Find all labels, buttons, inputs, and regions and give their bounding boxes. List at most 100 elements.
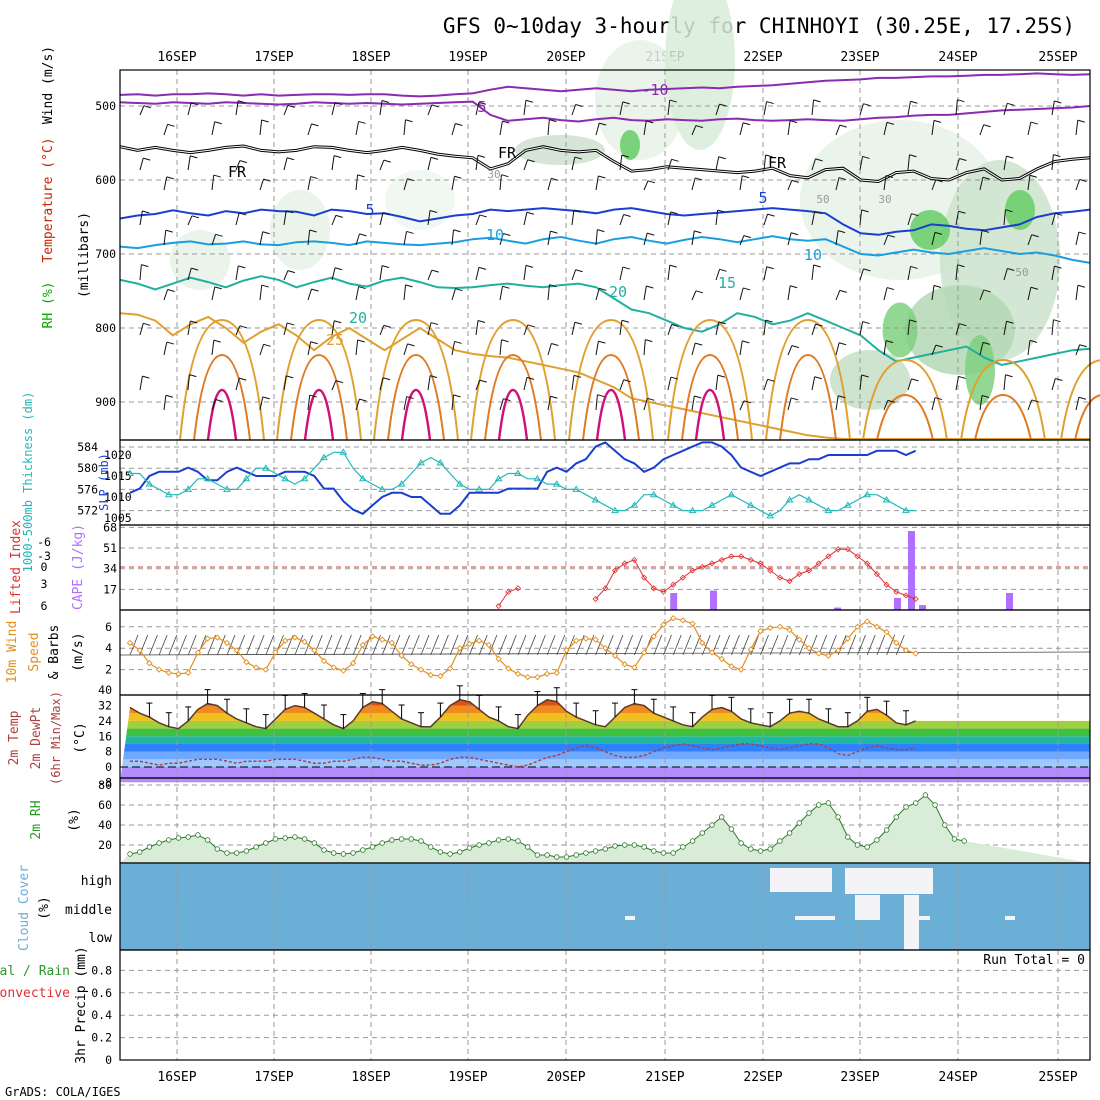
thickness-marker (902, 506, 910, 514)
rh-point (369, 844, 376, 850)
wind-barb-flag (886, 121, 895, 125)
rh-point (786, 830, 793, 836)
wind-barb-flag (862, 321, 870, 325)
wind-barb-staff (475, 379, 481, 391)
wind-barb-flag (887, 234, 895, 238)
date-label-top: 19SEP (448, 50, 487, 65)
rh-point (942, 822, 948, 828)
rh-blob (910, 210, 950, 250)
wind-barb-staff (859, 321, 864, 336)
wind-barb-staff (859, 374, 863, 391)
warm-lobe-35 (876, 393, 934, 441)
wind-barb-staff (379, 100, 383, 116)
wind-ylabel-b: Speed (27, 632, 42, 671)
thickness-marker (145, 480, 154, 487)
wind-barb-flag (406, 230, 414, 234)
wind-barb-flag (670, 211, 678, 215)
wind-barb-flag (935, 344, 943, 348)
rh-point (951, 836, 958, 842)
wind-barb-staff (619, 320, 623, 336)
rh-point (166, 837, 172, 843)
wind-barb-staff (1027, 399, 1033, 411)
wind-barb-staff (931, 120, 935, 136)
wind-tick: 4 (105, 641, 112, 655)
wind-barb-flag (1007, 102, 1015, 106)
wind-barb-staff (739, 175, 743, 191)
wind-barb-flag (1054, 100, 1062, 104)
wind-barb-flag (717, 209, 725, 213)
wind-barb-staff (523, 324, 529, 336)
warm-lobe-40 (303, 388, 335, 441)
wind-speed-point (311, 647, 318, 654)
date-label-top: 18SEP (351, 50, 390, 65)
warm-lobe-35 (974, 393, 1032, 441)
thickness-marker (417, 458, 425, 466)
wind-barb-staff (331, 267, 336, 281)
wind-barb-staff (355, 286, 360, 301)
surface-barb (333, 634, 343, 656)
rh-point (835, 814, 841, 820)
lifted-index-point (854, 553, 861, 560)
surface-barb (634, 634, 643, 656)
thickness-marker (649, 490, 658, 498)
cape-bar (919, 605, 926, 610)
wind-barb-staff (739, 340, 743, 356)
rh-point (631, 842, 638, 848)
surface-barb (614, 634, 624, 656)
cape-tick: 17 (103, 582, 117, 596)
wind-speed-point (369, 633, 376, 640)
wind-barb-staff (379, 325, 385, 336)
wind-barb-staff (859, 268, 864, 281)
wind-barb-staff (331, 155, 335, 171)
temp-tick: 40 (98, 683, 112, 697)
wind-barb-flag (143, 157, 151, 161)
wind-barb-staff (331, 380, 337, 391)
wind-barb-flag (263, 343, 271, 347)
wind-speed-point (291, 634, 299, 641)
wind-barb-flag (262, 396, 270, 400)
wind-barb-flag (333, 155, 342, 159)
wind-barb-staff (643, 285, 647, 301)
surface-barb (158, 634, 168, 656)
wind-barb-flag (310, 341, 318, 345)
wind-barb-flag (838, 395, 846, 399)
surface-barb (828, 634, 837, 656)
wind-barb-staff (715, 103, 720, 116)
temp-band (120, 759, 1090, 767)
wind-speed-point (543, 670, 551, 678)
thickness-marker (358, 474, 367, 482)
wind-speed-point (427, 671, 434, 679)
rh-point (204, 837, 211, 843)
rh-point (233, 850, 240, 856)
rh-point (796, 820, 802, 826)
wind-barb-staff (499, 233, 504, 246)
wind-barb-flag (287, 322, 295, 326)
wind-barb-flag (503, 233, 511, 236)
warm-lobe-35 (193, 353, 251, 441)
wind-barb-flag (717, 374, 725, 378)
temp-band (120, 767, 1090, 783)
date-label-bottom: 25SEP (1038, 1070, 1077, 1085)
rh-point (854, 842, 861, 848)
wind-barb-flag (189, 374, 197, 378)
wind-barb-staff (763, 320, 767, 336)
wind-barb-flag (621, 319, 630, 323)
temp-ylabel-b: 2m DewPt (29, 707, 44, 770)
rh-point (651, 848, 657, 854)
wind-barb-staff (955, 158, 960, 171)
wind-barb-staff (907, 101, 911, 116)
surface-barb (517, 634, 527, 656)
wind-speed-point (631, 664, 638, 671)
date-label-bottom: 17SEP (254, 1070, 293, 1085)
rh-point (777, 838, 783, 844)
wind-barb-staff (211, 175, 215, 191)
wind-tick: 6 (105, 620, 112, 634)
surface-barb (731, 634, 740, 656)
surface-barb (682, 634, 692, 656)
chart-title: GFS 0~10day 3-hourly for CHINHOYI (30.25… (443, 14, 1075, 38)
wind-barb-flag (982, 341, 991, 345)
wind-speed-point (854, 623, 861, 630)
surface-barb (769, 634, 779, 656)
wind-barb-staff (1051, 319, 1054, 336)
wind-barb-flag (238, 265, 246, 269)
